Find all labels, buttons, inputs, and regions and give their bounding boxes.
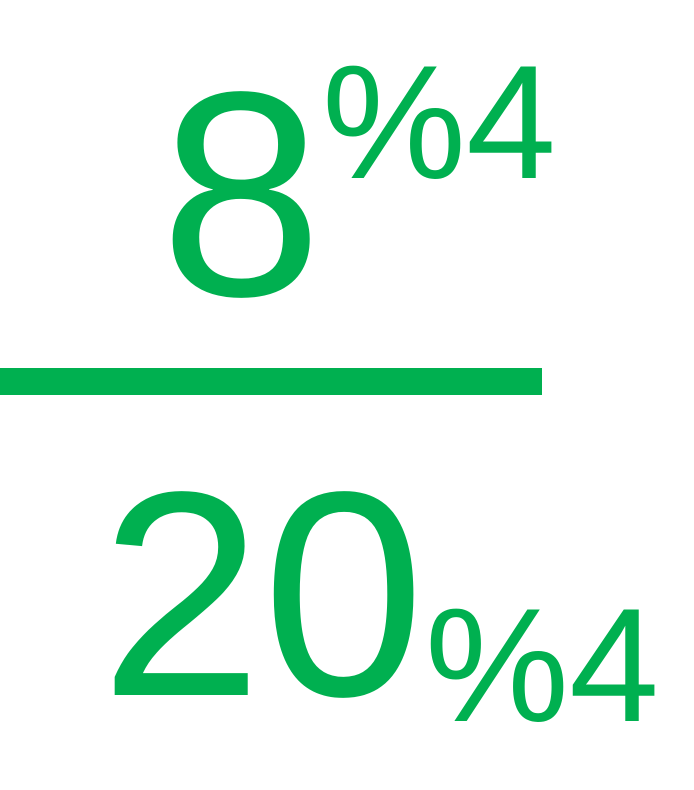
numerator-superscript: %4: [322, 32, 557, 213]
numerator-base: 8: [160, 31, 323, 357]
denominator-subscript: %4: [425, 575, 660, 756]
fraction-bar: [0, 368, 542, 395]
denominator-base: 20: [100, 431, 425, 757]
